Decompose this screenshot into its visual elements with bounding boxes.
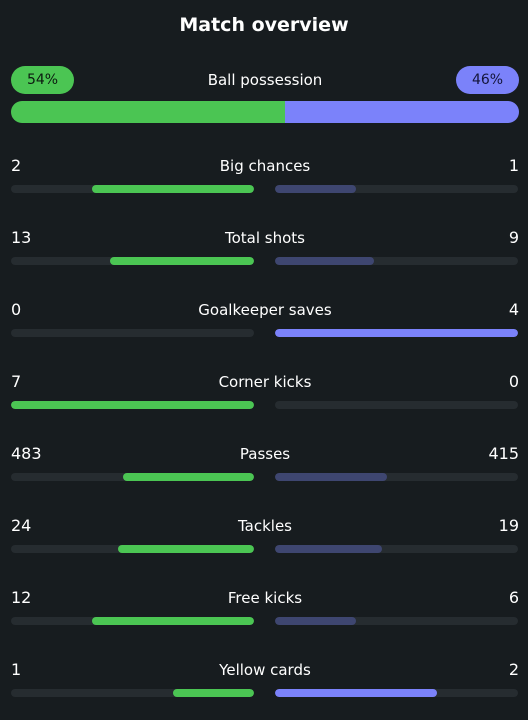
home-stat-bar [110, 257, 254, 265]
home-stat-bar [173, 689, 254, 697]
away-possession-segment [285, 101, 519, 123]
home-stat-bar [118, 545, 254, 553]
away-stat-bar-track [275, 689, 518, 697]
stat-row: 1 Yellow cards 2 [11, 660, 519, 704]
away-stat-bar [275, 689, 438, 697]
away-stat-bar-track [275, 257, 518, 265]
stat-row: 2 Big chances 1 [11, 156, 519, 200]
away-stat-bar [275, 473, 388, 481]
ball-possession-bar [11, 101, 519, 123]
away-stat-bar [275, 329, 518, 337]
home-stat-value: 24 [11, 516, 32, 535]
stat-row: 0 Goalkeeper saves 4 [11, 300, 519, 344]
stat-label: Passes [239, 445, 291, 463]
home-stat-bar [91, 185, 254, 193]
home-stat-value: 7 [11, 372, 22, 391]
away-stat-value: 1 [508, 156, 519, 175]
home-stat-bar-track [11, 545, 254, 553]
home-possession-badge: 54% [11, 66, 74, 94]
stat-label: Goalkeeper saves [198, 301, 332, 319]
away-stat-value: 2 [508, 660, 519, 679]
away-stat-bar-track [275, 617, 518, 625]
away-stat-value: 6 [508, 588, 519, 607]
away-stat-value: 4 [508, 300, 519, 319]
stat-label: Corner kicks [218, 373, 312, 391]
home-stat-bar-track [11, 401, 254, 409]
stat-label: Yellow cards [219, 661, 311, 679]
home-stat-bar [91, 617, 254, 625]
home-stat-value: 483 [11, 444, 42, 463]
away-stat-value: 19 [498, 516, 519, 535]
home-stat-bar-track [11, 185, 254, 193]
home-stat-value: 0 [11, 300, 22, 319]
away-possession-badge: 46% [456, 66, 519, 94]
stat-row: 24 Tackles 19 [11, 516, 519, 560]
stat-row: 12 Free kicks 6 [11, 588, 519, 632]
home-stat-bar [123, 473, 254, 481]
away-stat-bar [275, 185, 356, 193]
home-stat-value: 1 [11, 660, 22, 679]
home-stat-bar-track [11, 257, 254, 265]
stat-label: Big chances [219, 157, 311, 175]
away-stat-value: 9 [508, 228, 519, 247]
home-possession-segment [11, 101, 286, 123]
away-stat-bar-track [275, 473, 518, 481]
ball-possession-label: Ball possession [207, 71, 323, 89]
away-stat-bar-track [275, 545, 518, 553]
ball-possession-header: Ball possession 54% 46% [11, 66, 519, 94]
stat-row: 483 Passes 415 [11, 444, 519, 488]
home-stat-bar-track [11, 329, 254, 337]
stat-label: Total shots [225, 229, 305, 247]
away-stat-value: 415 [488, 444, 519, 463]
home-stat-value: 13 [11, 228, 32, 247]
home-stat-bar-track [11, 689, 254, 697]
away-stat-bar-track [275, 185, 518, 193]
stat-label: Tackles [237, 517, 293, 535]
away-stat-bar [275, 545, 383, 553]
home-stat-bar [11, 401, 254, 409]
away-stat-bar [275, 617, 356, 625]
stat-row: 7 Corner kicks 0 [11, 372, 519, 416]
away-stat-bar-track [275, 401, 518, 409]
home-stat-value: 2 [11, 156, 22, 175]
home-stat-value: 12 [11, 588, 32, 607]
away-stat-bar-track [275, 329, 518, 337]
away-stat-value: 0 [508, 372, 519, 391]
home-stat-bar-track [11, 473, 254, 481]
stat-label: Free kicks [227, 589, 303, 607]
stat-row: 13 Total shots 9 [11, 228, 519, 272]
away-stat-bar [275, 257, 375, 265]
page-title: Match overview [179, 14, 349, 36]
home-stat-bar-track [11, 617, 254, 625]
